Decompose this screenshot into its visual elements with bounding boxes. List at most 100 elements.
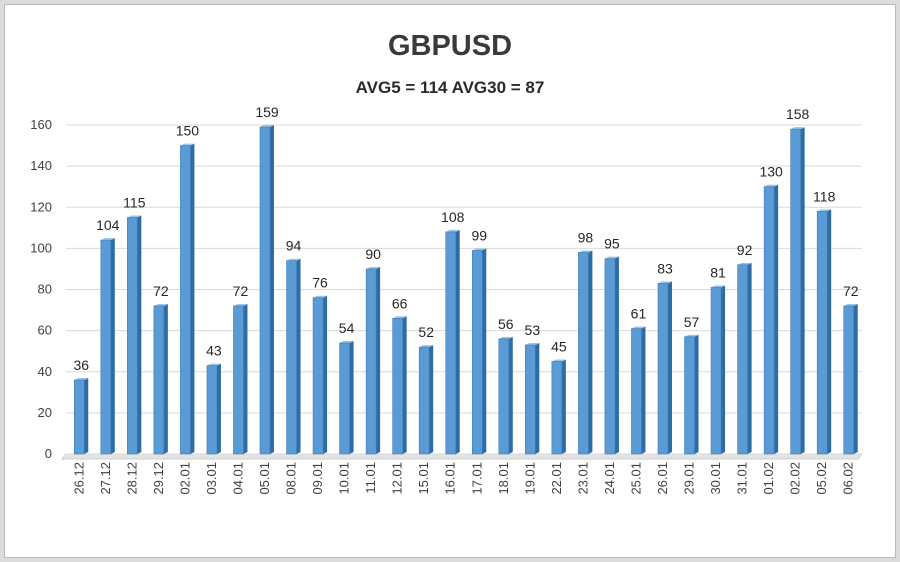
x-tick-label: 03.01 [204, 462, 219, 495]
y-tick-label: 140 [30, 158, 52, 173]
x-tick-label: 11.01 [363, 462, 378, 494]
x-tick-label: 02.01 [177, 462, 192, 495]
bar-top [578, 250, 593, 253]
bar-side [508, 336, 513, 454]
bar-side [270, 125, 274, 455]
bar-top [74, 377, 89, 380]
bar-side [323, 295, 328, 454]
bar-side [694, 334, 699, 454]
x-tick-label: 05.02 [814, 462, 829, 495]
data-label: 54 [339, 320, 355, 336]
data-label: 98 [578, 229, 594, 245]
bar-top [711, 285, 726, 288]
x-tick-label: 12.01 [390, 462, 405, 495]
bar [551, 361, 563, 455]
bar-side [216, 363, 221, 454]
data-label: 36 [73, 357, 89, 373]
bar-top [764, 184, 779, 187]
x-tick-label: 05.01 [257, 462, 272, 495]
x-tick-label: 24.01 [602, 462, 617, 495]
x-tick-label: 16.01 [443, 462, 458, 495]
x-tick-label: 29.12 [151, 462, 166, 495]
bar [233, 305, 244, 455]
bar [418, 346, 430, 455]
y-tick-label: 60 [38, 323, 52, 338]
bar [153, 305, 165, 455]
bar-side [84, 377, 89, 454]
data-label: 92 [737, 242, 753, 258]
data-label: 158 [786, 106, 810, 122]
bar-top [153, 303, 168, 306]
bar [710, 287, 722, 455]
bar-top [313, 295, 328, 298]
bar-top [737, 262, 752, 265]
bar [604, 258, 616, 455]
x-tick-label: 15.01 [416, 462, 431, 495]
x-tick-label: 26.01 [655, 462, 670, 495]
bar [339, 342, 350, 455]
data-label: 115 [123, 195, 146, 211]
bar-top [127, 215, 142, 218]
bar-top [684, 334, 699, 337]
bar [206, 365, 218, 455]
data-label: 104 [96, 217, 120, 233]
data-label: 90 [365, 246, 381, 262]
chart-subtitle: AVG5 = 114 AVG30 = 87 [355, 78, 545, 97]
data-label: 99 [471, 227, 487, 243]
bar-top [445, 229, 460, 232]
x-tick-label: 10.01 [337, 462, 352, 495]
data-label: 56 [498, 316, 514, 332]
data-label: 72 [153, 283, 169, 299]
data-label: 45 [551, 338, 567, 354]
bar [392, 317, 403, 455]
bar-top [525, 343, 540, 346]
data-label: 159 [255, 104, 279, 120]
data-label: 150 [176, 123, 200, 139]
bar-side [349, 340, 354, 454]
bar [816, 211, 828, 455]
bar-top [260, 125, 274, 128]
bar-top [419, 345, 434, 348]
bar-side [455, 229, 460, 454]
bar-side [721, 285, 726, 454]
bar-side [163, 303, 168, 454]
data-label: 130 [759, 164, 783, 180]
x-tick-label: 19.01 [522, 462, 537, 495]
bar-top [551, 359, 566, 362]
bar-side [482, 248, 487, 454]
bar [578, 252, 589, 455]
x-tick-label: 25.01 [628, 462, 643, 495]
bar-side [243, 303, 248, 454]
bar [763, 186, 775, 455]
data-label: 118 [813, 188, 836, 204]
bar-side [827, 209, 832, 454]
x-tick-label: 06.02 [841, 462, 856, 495]
data-label: 61 [631, 306, 647, 322]
y-tick-label: 120 [30, 199, 52, 214]
x-tick-label: 01.02 [761, 462, 776, 495]
bar [843, 305, 855, 455]
chart-title: GBPUSD [387, 30, 513, 62]
x-tick-label: 04.01 [230, 462, 245, 495]
bar-top [790, 127, 805, 130]
bar-side [800, 127, 805, 455]
bar-side [376, 266, 381, 454]
data-label: 81 [710, 264, 726, 280]
bar-side [296, 258, 301, 454]
bar-top [233, 303, 248, 306]
chart-floor [60, 453, 864, 460]
bar [737, 264, 748, 455]
x-tick-label: 22.01 [549, 462, 564, 495]
data-label: 72 [843, 283, 859, 299]
bar-side [110, 238, 115, 454]
bar [100, 239, 112, 455]
bar-top [392, 316, 407, 319]
bar [73, 379, 85, 455]
data-label: 108 [441, 209, 465, 225]
bar [445, 231, 457, 455]
x-tick-label: 29.01 [682, 462, 697, 495]
bar-top [286, 258, 301, 261]
bar-top [206, 363, 221, 366]
bar-top [498, 336, 513, 339]
data-label: 72 [233, 283, 249, 299]
